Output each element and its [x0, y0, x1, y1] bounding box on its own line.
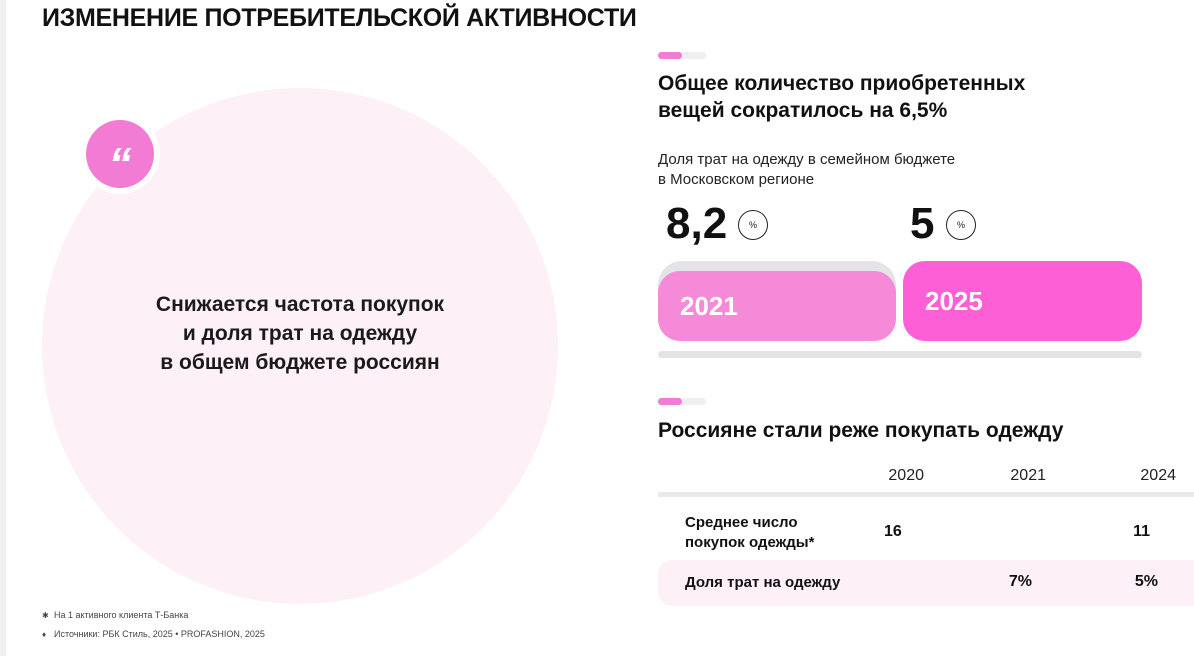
table-row-label: Среднее число покупок одежды* — [685, 514, 815, 551]
percent-badge-icon: % — [946, 210, 976, 240]
table-header-rule — [658, 492, 1194, 497]
table-cell: 11 — [1133, 523, 1150, 540]
table-row-highlight — [658, 560, 1194, 606]
quote-icon: “ — [86, 120, 154, 188]
section2-heading: Россияне стали реже покупать одежду — [658, 419, 1064, 442]
section1-heading: Общее количество приобретенных вещей сок… — [658, 72, 1026, 122]
column-header: 2021 — [1010, 467, 1046, 484]
bar-baseline — [658, 351, 1142, 358]
table-cell: 5% — [1134, 573, 1158, 590]
column-header: 2024 — [1140, 467, 1176, 484]
value-2021: 8,2 — [666, 199, 728, 248]
footnote-sources: ♦ Источники: РБК Стиль, 2025 • PROFASHION… — [42, 629, 265, 639]
asterisk-icon: ✱ — [42, 611, 49, 620]
table-cell: 16 — [884, 523, 902, 540]
footnote-client: ✱ На 1 активного клиента Т-Банка — [42, 610, 189, 620]
section1-subheading: Доля трат на одежду в семейном бюджете в… — [658, 151, 956, 188]
quote-line: в общем бюджете россиян — [160, 351, 440, 374]
section-accent — [658, 52, 706, 59]
value-2025: 5 — [910, 199, 935, 248]
left-edge-strip — [0, 0, 6, 656]
bar-2021: 2021 — [658, 271, 896, 341]
diamond-icon: ♦ — [42, 630, 47, 639]
section-accent — [658, 398, 706, 405]
table-row-label: Доля трат на одежду — [685, 574, 841, 591]
bar-2025: 2025 — [903, 261, 1142, 341]
quote-line: Снижается частота покупок — [155, 293, 445, 316]
table-cell: 7% — [1008, 573, 1032, 590]
quote-text: Снижается частота покупок и доля трат на… — [80, 290, 520, 377]
quote-line: и доля трат на одежду — [182, 322, 418, 345]
percent-badge-icon: % — [738, 210, 768, 240]
column-header: 2020 — [888, 467, 924, 484]
page-title: ИЗМЕНЕНИЕ ПОТРЕБИТЕЛЬСКОЙ АКТИВНОСТИ — [42, 4, 637, 32]
